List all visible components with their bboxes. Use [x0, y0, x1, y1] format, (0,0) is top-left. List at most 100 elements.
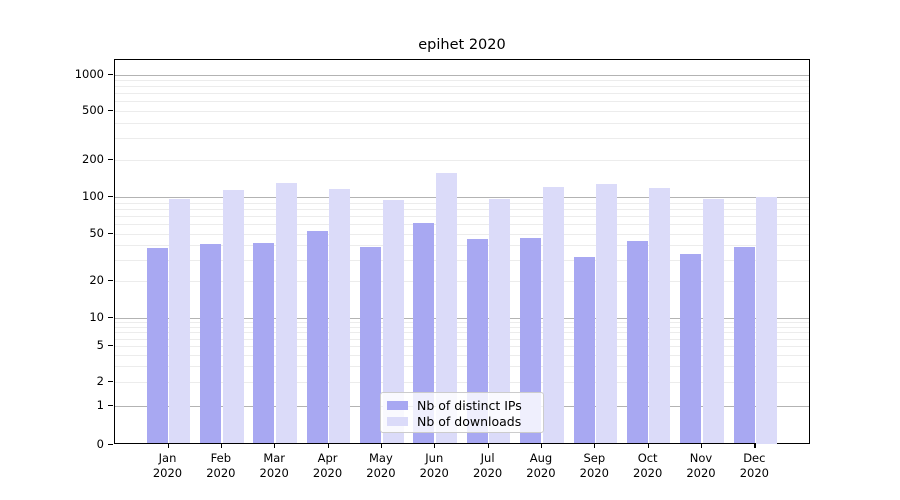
- legend-swatch-distinct-ips: [387, 400, 408, 410]
- y-tick-mark: [108, 233, 113, 235]
- y-tick-label: 0: [96, 436, 104, 451]
- gridline-minor: [115, 93, 809, 95]
- gridline-minor: [115, 281, 809, 282]
- bar-distinct-ips-sep: [573, 256, 595, 444]
- x-tick-mark: [701, 443, 703, 448]
- x-tick-label-may: May 2020: [366, 451, 396, 480]
- y-tick-label: 1000: [74, 66, 104, 81]
- y-tick-label: 200: [82, 152, 104, 166]
- x-tick-label-jul: Jul 2020: [472, 451, 503, 480]
- gridline-minor: [115, 224, 809, 226]
- bar-downloads-jun: [436, 172, 458, 444]
- gridline-minor: [115, 101, 809, 103]
- y-tick-mark: [108, 110, 113, 112]
- x-tick-mark: [274, 443, 276, 448]
- x-tick-mark: [167, 443, 169, 448]
- legend: Nb of distinct IPs Nb of downloads: [380, 392, 544, 433]
- bar-downloads-aug: [542, 187, 564, 444]
- y-tick-mark: [108, 196, 113, 198]
- x-tick-label-sep: Sep 2020: [579, 451, 609, 480]
- x-tick-label-jan: Jan 2020: [152, 451, 183, 480]
- y-tick-label: 1: [96, 398, 104, 412]
- bar-distinct-ips-apr: [306, 230, 328, 444]
- gridline-minor: [115, 354, 809, 356]
- x-tick-label-oct: Oct 2020: [633, 451, 663, 480]
- y-tick-mark: [108, 316, 113, 318]
- bar-distinct-ips-may: [360, 246, 382, 444]
- y-tick-mark: [108, 73, 113, 75]
- bar-distinct-ips-nov: [680, 253, 702, 444]
- gridline-minor: [115, 111, 809, 112]
- bar-distinct-ips-jun: [413, 223, 435, 444]
- bar-downloads-sep: [596, 184, 618, 444]
- gridline-minor: [115, 216, 809, 218]
- x-tick-mark: [647, 443, 649, 448]
- legend-item-distinct-ips: Nb of distinct IPs: [387, 397, 536, 413]
- bar-downloads-jul: [489, 199, 511, 444]
- x-tick-label-apr: Apr 2020: [312, 451, 343, 480]
- x-tick-mark: [754, 443, 756, 448]
- gridline-major: [115, 317, 809, 319]
- x-tick-mark: [434, 443, 436, 448]
- x-tick-label-nov: Nov 2020: [686, 451, 716, 480]
- gridline-minor: [115, 260, 809, 262]
- gridline-minor: [115, 366, 809, 368]
- x-tick-label-aug: Aug 2020: [526, 451, 556, 480]
- bar-distinct-ips-oct: [626, 240, 648, 444]
- gridline-minor: [115, 138, 809, 140]
- x-tick-label-jun: Jun 2020: [419, 451, 449, 480]
- plot-area: [114, 59, 810, 444]
- y-tick-label: 10: [89, 309, 104, 324]
- chart-title: epihet 2020: [418, 37, 506, 53]
- y-tick-label: 50: [89, 226, 104, 240]
- bar-downloads-mar: [276, 182, 297, 444]
- gridline-major: [115, 197, 809, 198]
- bar-distinct-ips-jan: [146, 248, 168, 444]
- bar-downloads-feb: [222, 190, 244, 444]
- gridline-minor: [115, 245, 809, 247]
- gridline-major: [115, 74, 809, 76]
- x-tick-mark: [327, 443, 329, 448]
- bar-downloads-may: [382, 199, 404, 444]
- x-tick-label-feb: Feb 2020: [206, 451, 236, 480]
- x-tick-mark: [380, 443, 383, 448]
- x-tick-mark: [540, 443, 543, 448]
- bar-distinct-ips-dec: [733, 246, 755, 444]
- y-tick-label: 5: [96, 338, 104, 352]
- gridline-minor: [115, 80, 809, 82]
- y-tick-mark: [108, 443, 113, 445]
- x-tick-label-dec: Dec 2020: [739, 451, 769, 480]
- bar-downloads-oct: [649, 188, 671, 444]
- gridline-minor: [115, 332, 809, 334]
- legend-item-downloads: Nb of downloads: [387, 413, 536, 429]
- x-tick-mark: [594, 443, 596, 448]
- gridline-minor: [115, 382, 809, 383]
- gridline-minor: [115, 160, 809, 161]
- bar-distinct-ips-feb: [200, 244, 222, 444]
- gridline-minor: [115, 326, 809, 328]
- gridline-minor: [115, 208, 809, 210]
- y-tick-mark: [108, 345, 113, 347]
- y-tick-mark: [108, 280, 113, 282]
- gridline-minor: [115, 86, 809, 88]
- gridline-minor: [115, 122, 809, 124]
- y-tick-label: 500: [82, 103, 104, 117]
- y-tick-label: 100: [82, 189, 104, 203]
- x-tick-mark: [220, 443, 223, 448]
- y-tick-mark: [108, 405, 113, 407]
- gridline-minor: [115, 321, 809, 323]
- bar-downloads-apr: [329, 189, 351, 444]
- legend-label-downloads: Nb of downloads: [417, 413, 522, 429]
- bar-downloads-jan: [169, 199, 191, 444]
- gridline-minor: [115, 346, 809, 347]
- y-tick-mark: [108, 159, 113, 161]
- gridline-minor: [115, 202, 809, 204]
- x-tick-label-mar: Mar 2020: [259, 451, 289, 480]
- legend-label-distinct-ips: Nb of distinct IPs: [417, 397, 522, 413]
- y-tick-label: 2: [96, 374, 104, 388]
- y-tick-mark: [108, 381, 113, 383]
- legend-swatch-downloads: [387, 416, 408, 426]
- y-tick-label: 20: [89, 273, 104, 287]
- gridline-minor: [115, 234, 809, 235]
